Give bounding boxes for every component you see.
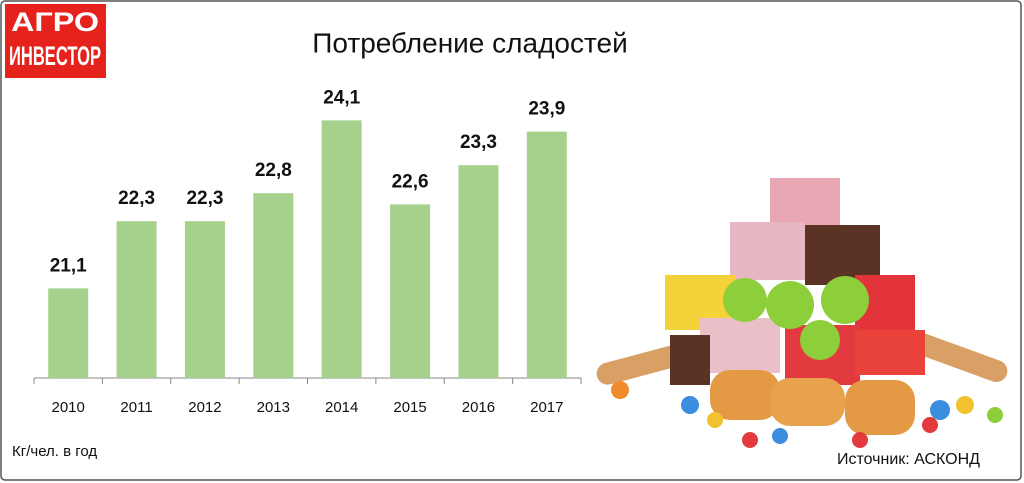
value-label: 22,8 — [255, 160, 292, 181]
x-tick-label: 2014 — [325, 399, 358, 416]
bar — [390, 204, 431, 378]
x-tick-label: 2013 — [257, 399, 290, 416]
chart-title: Потребление сладостей — [312, 27, 627, 58]
bar — [458, 165, 499, 378]
value-label: 22,3 — [118, 188, 155, 209]
bar — [253, 193, 294, 378]
logo: АГРО ИНВЕСТОР — [5, 4, 106, 78]
bar — [526, 131, 567, 378]
x-tick-label: 2012 — [188, 399, 221, 416]
bar — [48, 288, 89, 378]
bar — [321, 120, 362, 379]
bar — [184, 221, 225, 378]
x-tick-label: 2017 — [530, 399, 563, 416]
bar — [116, 221, 157, 378]
x-tick-label: 2010 — [52, 399, 85, 416]
value-label: 21,1 — [50, 255, 87, 276]
logo-box — [5, 4, 106, 78]
logo-text: АГРО — [11, 7, 99, 37]
value-label: 23,3 — [460, 132, 497, 153]
value-label: 22,3 — [186, 188, 223, 209]
x-tick-label: 2011 — [120, 399, 152, 416]
value-label: 22,6 — [392, 171, 429, 192]
source: Источник: АСКОНД — [837, 451, 980, 468]
value-label: 23,9 — [528, 99, 565, 120]
x-tick-label: 2015 — [393, 399, 426, 416]
value-label: 24,1 — [323, 87, 360, 108]
unit-label: Кг/чел. в год — [12, 443, 97, 460]
x-tick-label: 2016 — [462, 399, 495, 416]
candy-image — [596, 178, 1008, 448]
logo-text: ИНВЕСТОР — [9, 41, 101, 71]
